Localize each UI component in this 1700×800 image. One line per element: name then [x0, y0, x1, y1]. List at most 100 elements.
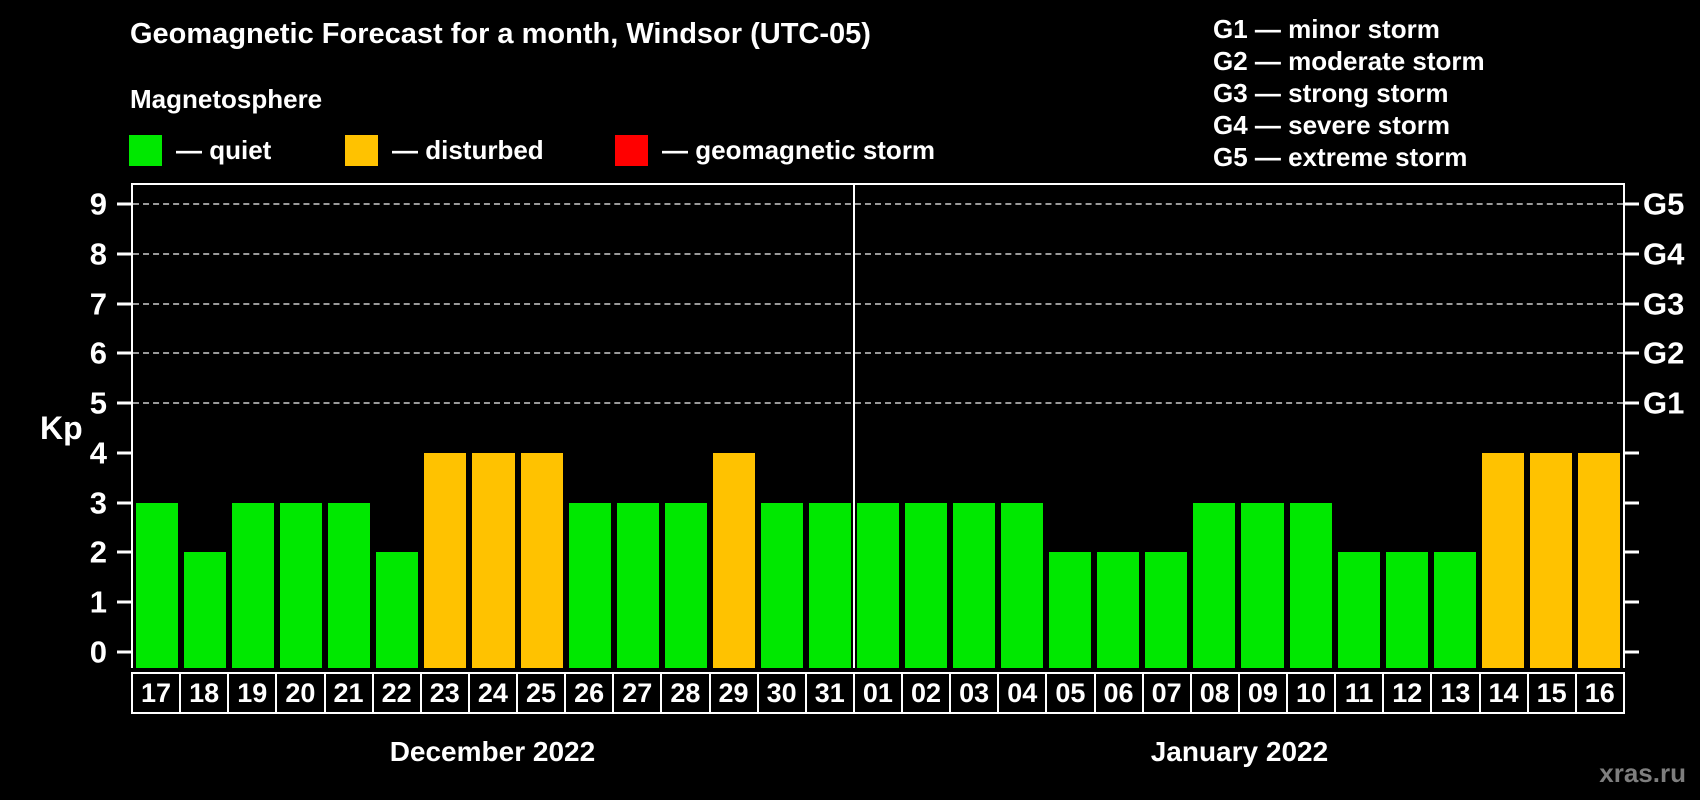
- date-box-14: 14: [1478, 672, 1529, 714]
- date-box-13: 13: [1430, 672, 1481, 714]
- date-box-01: 01: [852, 672, 903, 714]
- y-axis-tick: [117, 302, 131, 306]
- bar-slot-03: [950, 185, 998, 668]
- gridline-g3: [133, 302, 1623, 305]
- right-axis-label-g1: G1: [1643, 385, 1685, 421]
- right-axis-label-g2: G2: [1643, 335, 1685, 371]
- legend-storm-label: — geomagnetic storm: [662, 134, 936, 165]
- date-box-19: 19: [227, 672, 278, 714]
- right-axis-label-g3: G3: [1643, 286, 1685, 322]
- kp-bar-31: [808, 502, 851, 668]
- date-box-12: 12: [1382, 672, 1433, 714]
- y-axis-tick: [117, 650, 131, 654]
- date-box-20: 20: [275, 672, 326, 714]
- kp-bar-25: [520, 452, 563, 668]
- g-scale-legend: G1 — minor storm G2 — moderate storm G3 …: [1213, 13, 1485, 173]
- y-axis-tick: [117, 401, 131, 405]
- y-axis-tick-label: 3: [89, 485, 107, 521]
- kp-bar-15: [1529, 452, 1572, 668]
- kp-bar-27: [616, 502, 659, 668]
- date-box-02: 02: [901, 672, 952, 714]
- month-label-row: December 2022 January 2022: [131, 736, 1625, 776]
- bar-slot-26: [566, 185, 614, 668]
- date-box-18: 18: [179, 672, 230, 714]
- date-box-08: 08: [1189, 672, 1240, 714]
- y-axis-tick: [117, 550, 131, 554]
- kp-bar-17: [136, 502, 179, 668]
- bar-slot-19: [229, 185, 277, 668]
- y-axis-tick-label: 0: [89, 634, 107, 670]
- date-box-29: 29: [708, 672, 759, 714]
- bar-slot-31: [806, 185, 854, 668]
- quiet-color-swatch: [129, 134, 162, 166]
- y-axis-tick: [117, 351, 131, 355]
- kp-bar-12: [1385, 552, 1428, 668]
- bar-slot-08: [1190, 185, 1238, 668]
- bar-slot-06: [1094, 185, 1142, 668]
- right-axis-tick: [1625, 401, 1639, 405]
- kp-bar-13: [1433, 552, 1476, 668]
- date-box-28: 28: [660, 672, 711, 714]
- y-axis-tick-label: 9: [89, 186, 107, 222]
- bar-slot-05: [1046, 185, 1094, 668]
- bar-slot-28: [662, 185, 710, 668]
- legend-quiet-label: — quiet: [176, 134, 272, 165]
- gridline-g4: [133, 252, 1623, 255]
- kp-bar-06: [1097, 552, 1140, 668]
- legend-item-quiet: — quiet: [129, 134, 271, 166]
- disturbed-color-swatch: [345, 134, 378, 166]
- date-box-04: 04: [997, 672, 1048, 714]
- date-box-25: 25: [516, 672, 567, 714]
- date-box-16: 16: [1574, 672, 1625, 714]
- date-box-30: 30: [756, 672, 807, 714]
- date-box-11: 11: [1334, 672, 1385, 714]
- right-axis-label-g4: G4: [1643, 236, 1685, 272]
- kp-bar-11: [1337, 552, 1380, 668]
- right-axis-tick: [1625, 550, 1639, 554]
- y-axis-tick-label: 5: [89, 385, 107, 421]
- bar-slot-11: [1335, 185, 1383, 668]
- kp-bar-24: [472, 452, 515, 668]
- bar-slot-16: [1575, 185, 1623, 668]
- legend-item-disturbed: — disturbed: [345, 134, 544, 166]
- right-axis-tick: [1625, 501, 1639, 505]
- right-axis-tick: [1625, 600, 1639, 604]
- date-box-24: 24: [467, 672, 518, 714]
- y-axis-tick-label: 4: [89, 435, 107, 471]
- bars-container: [133, 185, 1623, 668]
- kp-bar-18: [184, 552, 227, 668]
- right-axis-tick: [1625, 252, 1639, 256]
- bar-slot-29: [710, 185, 758, 668]
- watermark: xras.ru: [1599, 758, 1686, 788]
- y-axis-tick: [117, 202, 131, 206]
- kp-bar-19: [232, 502, 275, 668]
- g2-legend-line: G2 — moderate storm: [1213, 46, 1485, 76]
- bar-slot-10: [1287, 185, 1335, 668]
- y-axis-tick-label: 1: [89, 584, 107, 620]
- date-box-05: 05: [1045, 672, 1096, 714]
- kp-bar-03: [953, 502, 996, 668]
- date-box-22: 22: [371, 672, 422, 714]
- gridline-g2: [133, 352, 1623, 355]
- kp-bar-26: [568, 502, 611, 668]
- right-axis-tick: [1625, 351, 1639, 355]
- bar-slot-17: [133, 185, 181, 668]
- kp-bar-20: [280, 502, 323, 668]
- plot-area: G1 G2 G3 G4 G5 0 1 2 3 4 5 6 7 8 9: [90, 183, 1684, 668]
- g3-legend-line: G3 — strong storm: [1213, 78, 1449, 108]
- bar-slot-13: [1431, 185, 1479, 668]
- y-axis-tick: [117, 501, 131, 505]
- magnetosphere-label: Magnetosphere: [130, 84, 323, 114]
- kp-bar-14: [1481, 452, 1524, 668]
- date-box-26: 26: [564, 672, 615, 714]
- y-axis-tick: [117, 252, 131, 256]
- chart-title: Geomagnetic Forecast for a month, Windso…: [130, 18, 871, 50]
- kp-bar-09: [1241, 502, 1284, 668]
- storm-color-swatch: [615, 134, 648, 166]
- kp-bar-16: [1577, 452, 1620, 668]
- legend-item-storm: — geomagnetic storm: [615, 134, 935, 166]
- month-label-1: January 2022: [1150, 736, 1329, 767]
- g1-legend-line: G1 — minor storm: [1213, 14, 1440, 44]
- y-axis-tick-label: 7: [89, 286, 107, 322]
